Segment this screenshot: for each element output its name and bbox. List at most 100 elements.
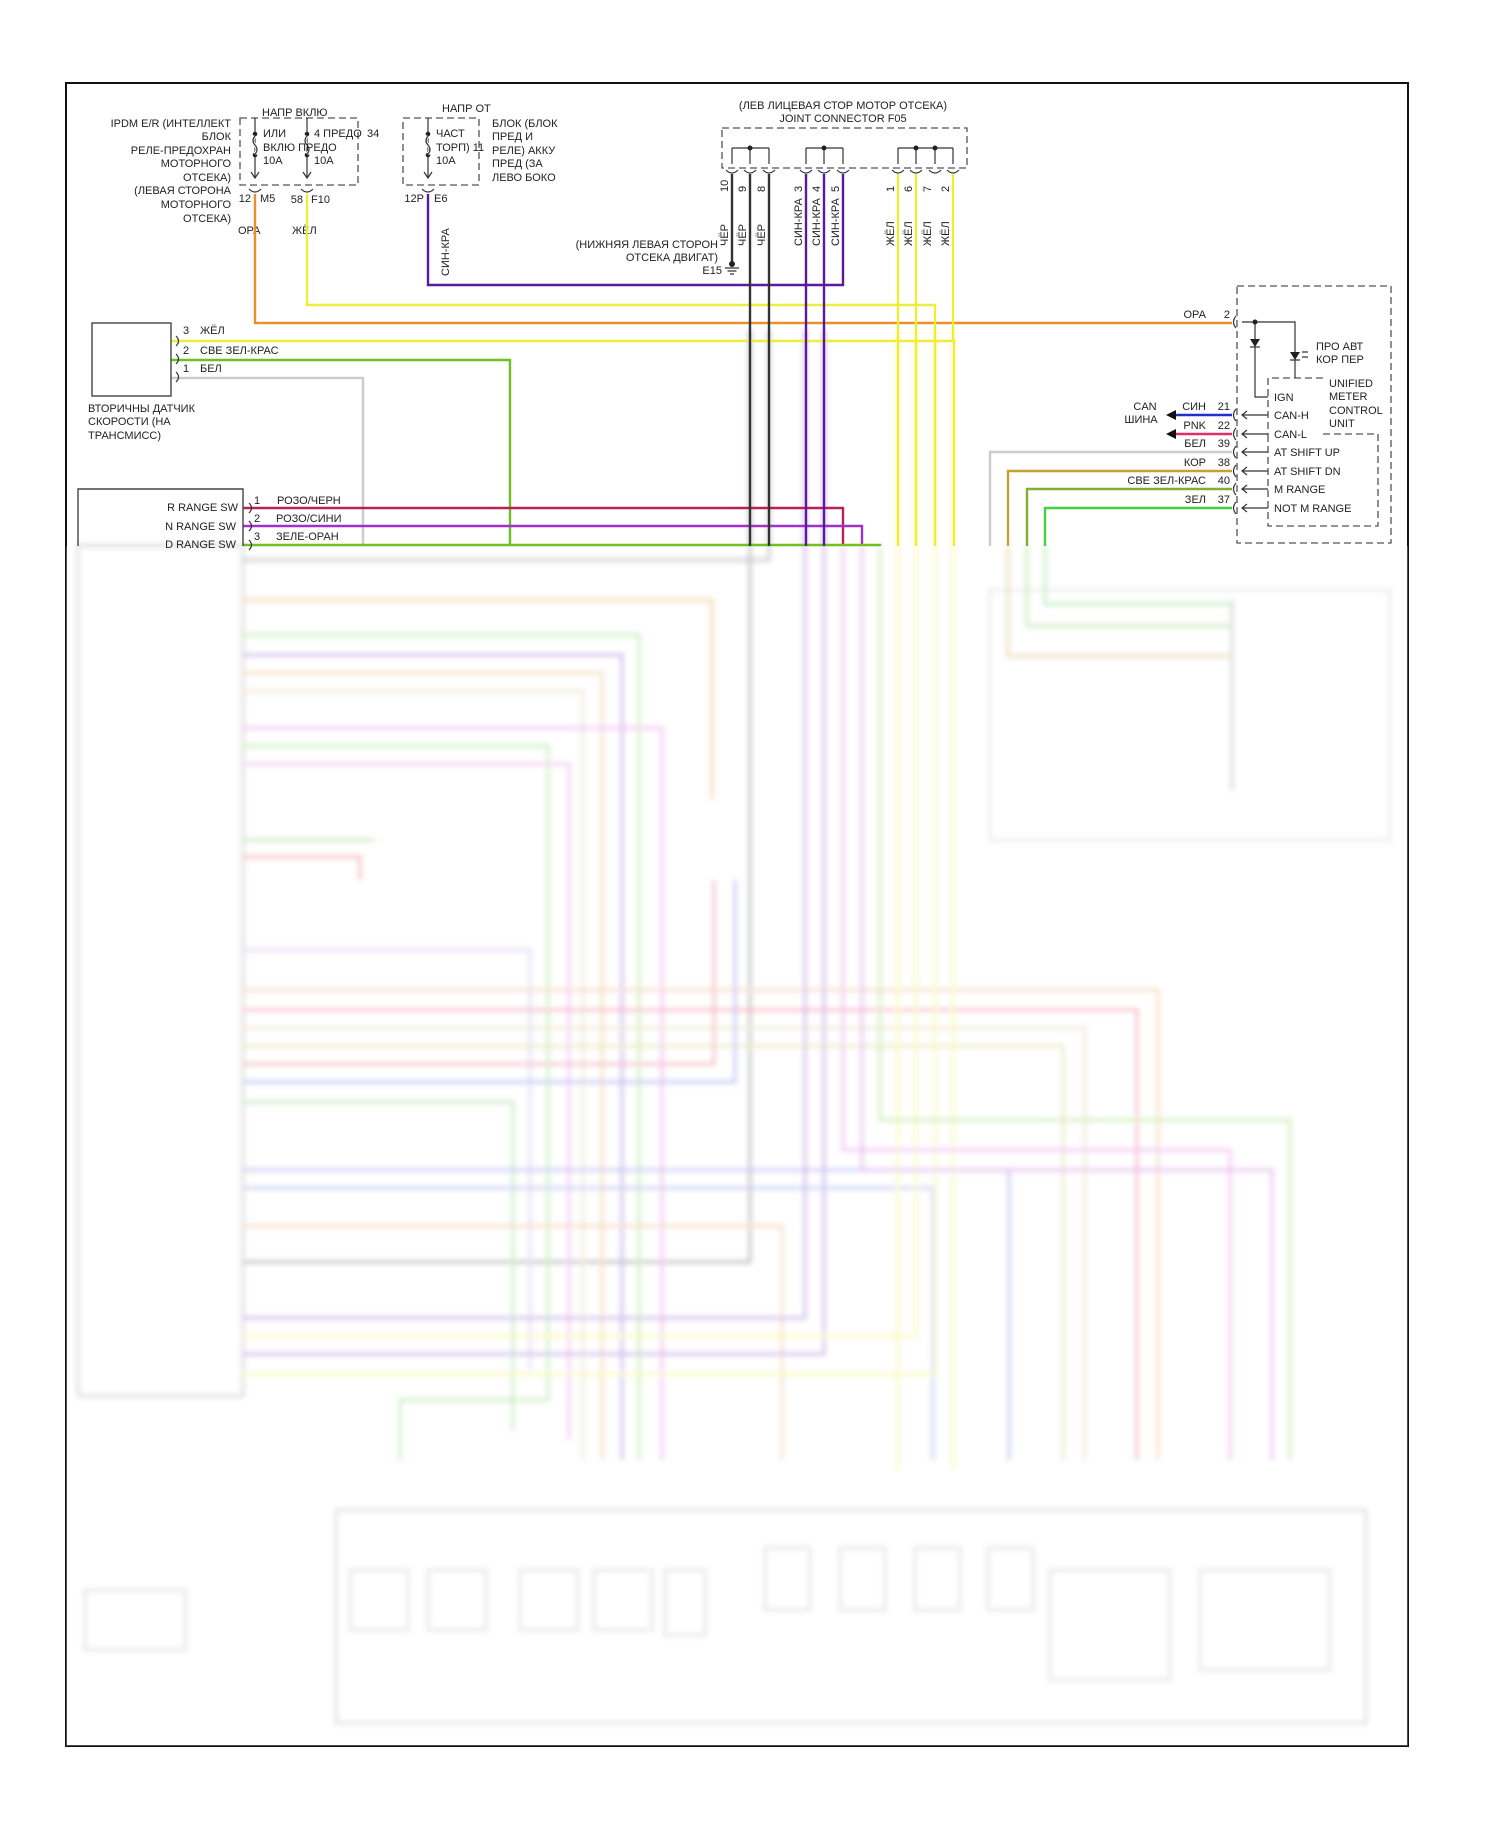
range-switch-label: N RANGE SW: [165, 521, 237, 533]
ground-icon: [725, 261, 739, 275]
meter-unit-label: CONTROL: [1329, 405, 1383, 417]
wire-pink-black: [243, 506, 845, 546]
connector-icon: [1232, 445, 1268, 459]
wire-color-label: СВЕ ЗЕЛ-КРАС: [200, 345, 279, 357]
fuse-rating: 10A: [314, 155, 334, 167]
led-indicator-icon: [1290, 351, 1308, 361]
signal-label: NOT M RANGE: [1274, 503, 1351, 515]
ipdm-label: IPDM E/R (ИНТЕЛЛЕКТ: [111, 118, 232, 130]
wire-color-label: РОЗО/ЧЕРН: [277, 495, 341, 507]
ipdm-label: МОТОРНОГО: [161, 199, 232, 211]
wire-color-label: СИН-КРА: [440, 228, 452, 276]
pin-number: 6: [903, 186, 915, 192]
wire-color-label: ЖЁЛ: [292, 225, 317, 237]
fuse-label: ТОРП) 11: [436, 142, 484, 154]
pin-number: 9: [737, 186, 749, 192]
wire-pink-blue: [243, 524, 864, 546]
ground-id: E15: [702, 265, 722, 277]
wire-color-label: ЖЁЛ: [903, 221, 915, 246]
connector-icon: [1232, 501, 1268, 515]
ipdm-label: ОТСЕКА): [183, 172, 231, 184]
wire-color-label: ЧЁР: [719, 224, 731, 246]
pin-number: 1: [254, 495, 260, 507]
wire-color-label: СИН-КРА: [830, 198, 842, 246]
sensor-label: СКОРОСТИ (НА: [88, 416, 171, 428]
blur-overlay: [66, 546, 1408, 1746]
pin-number: 3: [183, 325, 189, 337]
wire-color-label: СИН-КРА: [811, 198, 823, 246]
tcm-box: [77, 545, 244, 1397]
wire-color-label: СИН-КРА: [793, 198, 805, 246]
connector-icon: [248, 188, 314, 193]
fuse-block-label: ЛЕВО БОКО: [492, 172, 556, 184]
joint-connector-f05: (ЛЕВ ЛИЦЕВАЯ СТОР МОТОР ОТСЕКА) JOINT CO…: [719, 100, 968, 246]
obscured-diagram-section: [77, 330, 1391, 1724]
wires-top: [171, 174, 1232, 547]
connector-id: M5: [260, 193, 275, 205]
fuse-icon: [252, 135, 310, 155]
pin-number: 2: [254, 513, 260, 525]
connector-id: F10: [311, 194, 330, 206]
wire-color-label: СВЕ ЗЕЛ-КРАС: [1127, 475, 1206, 487]
pin-number: 8: [756, 186, 768, 192]
diode-icon: [1250, 339, 1260, 348]
signal-label: CAN-H: [1274, 410, 1309, 422]
fuse-label: 34: [367, 128, 379, 140]
fuse-block-group-label: НАПР ОТ: [442, 103, 491, 115]
wire-color-label: КОР: [1184, 457, 1206, 469]
fuse-label: ВКЛЮ ПРЕДО: [263, 142, 337, 154]
meter-unit-label: UNIT: [1329, 418, 1355, 430]
wire-color-label: ЖЁЛ: [200, 325, 225, 337]
indicator-label: КОР ПЕР: [1316, 354, 1364, 366]
wire-green-orange: [243, 543, 882, 547]
fuse-block-label: БЛОК (БЛОК: [492, 118, 558, 130]
pin-number: 1: [885, 186, 897, 192]
range-switch-label: R RANGE SW: [167, 502, 239, 514]
wire-yellow: [305, 194, 937, 546]
ground-e15: (НИЖНЯЯ ЛЕВАЯ СТОРОН ОТСЕКА ДВИГАТ) E15: [576, 239, 739, 277]
ipdm-label: ОТСЕКА): [183, 213, 231, 225]
pin-number: 21: [1218, 401, 1230, 413]
wire-color-label: ОРА: [238, 225, 261, 237]
pin-number: 22: [1218, 420, 1230, 432]
indicator-label: ПРО АВТ: [1316, 341, 1364, 353]
arrow-left-icon: [1166, 410, 1176, 420]
ipdm-er: IPDM E/R (ИНТЕЛЛЕКТ БЛОК РЕЛЕ-ПРЕДОХРАН …: [111, 107, 380, 237]
wire-color-label: ЧЁР: [756, 224, 768, 246]
pin-number: 12: [239, 193, 251, 205]
wire-color-label: БЕЛ: [200, 363, 222, 375]
meter-unit-label: METER: [1329, 391, 1368, 403]
wire-color-label: PNK: [1183, 420, 1206, 432]
fuse-block-label: РЕЛЕ) АККУ: [492, 145, 556, 157]
diagram-frame: [65, 82, 1409, 1747]
connector-icon: [725, 169, 960, 174]
fuse-block-label: ПРЕД (ЗА: [492, 158, 543, 170]
pin-number: 1: [183, 363, 189, 375]
joint-connector-title: JOINT CONNECTOR F05: [779, 113, 906, 125]
wire-color-label: БЕЛ: [1184, 438, 1206, 450]
pin-number: 4: [811, 186, 823, 192]
pin-number: 3: [793, 186, 805, 192]
joint-connector-location: (ЛЕВ ЛИЦЕВАЯ СТОР МОТОР ОТСЕКА): [739, 100, 947, 112]
ground-location: (НИЖНЯЯ ЛЕВАЯ СТОРОН: [576, 239, 718, 251]
ipdm-group-label: НАПР ВКЛЮ: [262, 107, 328, 119]
wire-color-label: ЧЁР: [737, 224, 749, 246]
fuse-relay-box: НАПР ОТ ЧАСТ ТОРП) 11 10A БЛОК (БЛОК ПРЕ…: [402, 103, 558, 276]
pin-number: 37: [1218, 494, 1230, 506]
wire-purple: [426, 174, 845, 287]
shift-switch-box: [989, 589, 1391, 841]
ipdm-label: БЛОК: [202, 131, 232, 143]
wire-color-label: ЖЁЛ: [885, 221, 897, 246]
pin-number: 12P: [404, 193, 424, 205]
unified-meter-control-unit: ОРА 2 ПРО АВТ КОР ПЕР UNIFIED METER CONT…: [1124, 285, 1392, 544]
connector-icon: [1232, 482, 1268, 496]
connector-icon: [1232, 427, 1268, 441]
wire-color-label: ЗЕЛ: [1185, 494, 1206, 506]
ipdm-label: (ЛЕВАЯ СТОРОНА: [134, 185, 231, 197]
range-switch-label: D RANGE SW: [165, 539, 237, 551]
wire-color-label: СИН: [1182, 401, 1206, 413]
fuse-label: 4 ПРЕДО: [314, 128, 362, 140]
pin-number: 39: [1218, 438, 1230, 450]
wire-white: [171, 376, 365, 546]
